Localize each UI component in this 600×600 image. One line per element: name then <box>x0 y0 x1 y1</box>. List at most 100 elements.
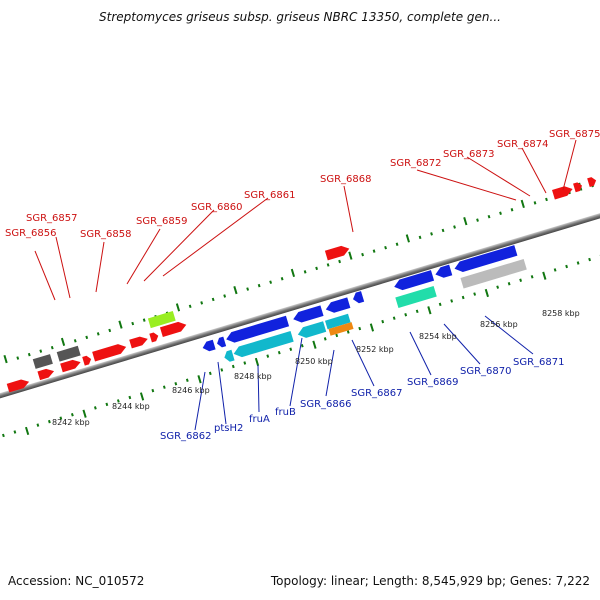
leader-line <box>409 331 432 376</box>
gene-arrow[interactable] <box>324 244 351 261</box>
minor-tick <box>73 339 77 343</box>
gene-label[interactable]: SGR_6869 <box>407 377 459 388</box>
minor-tick <box>533 201 537 205</box>
gene-label[interactable]: SGR_6867 <box>351 388 403 399</box>
lower-scale-ticks <box>2 254 600 438</box>
scale-labels: 8242 kbp 8244 kbp 8246 kbp 8248 kbp 8250… <box>52 309 580 427</box>
minor-tick <box>358 326 362 331</box>
gene-label[interactable]: SGR_6875 <box>549 129 600 140</box>
leader-line <box>466 156 531 197</box>
minor-tick <box>231 364 235 369</box>
accession-text: Accession: NC_010572 <box>8 574 145 588</box>
minor-tick <box>441 228 445 233</box>
minor-tick <box>266 354 270 358</box>
gene-arrow[interactable] <box>552 184 574 200</box>
gene-label[interactable]: SGR_6857 <box>26 213 78 224</box>
gene-arrow[interactable] <box>6 377 31 393</box>
gene-label[interactable]: fruB <box>275 407 296 418</box>
gene-arrow[interactable] <box>328 322 354 336</box>
gene-arrow[interactable] <box>453 245 518 274</box>
gene-arrow[interactable] <box>434 264 453 280</box>
gene-arrow[interactable] <box>292 305 324 324</box>
gene-arrow[interactable] <box>82 355 92 366</box>
gene-label[interactable]: SGR_6866 <box>300 399 352 410</box>
gene-label[interactable]: SGR_6858 <box>80 229 132 240</box>
gene-arrow[interactable] <box>351 291 365 304</box>
minor-tick <box>39 349 43 353</box>
gene-arrow[interactable] <box>216 336 227 349</box>
gene-arrow[interactable] <box>92 342 127 362</box>
gene-arrow[interactable] <box>232 331 294 359</box>
gene-label[interactable]: SGR_6874 <box>497 139 549 150</box>
minor-tick <box>47 419 51 424</box>
major-tick <box>25 426 30 436</box>
major-tick <box>82 409 87 418</box>
gene-arrow[interactable] <box>573 181 583 193</box>
gene-arrow[interactable] <box>324 313 351 330</box>
major-tick <box>254 357 260 367</box>
gene-arrow[interactable] <box>223 349 235 363</box>
minor-tick <box>415 309 419 314</box>
gene-arrow[interactable] <box>60 358 82 373</box>
minor-tick <box>93 406 97 410</box>
gene-arrow[interactable] <box>225 315 290 345</box>
minor-tick <box>473 292 477 296</box>
gene-arrow[interactable] <box>201 339 216 353</box>
gene-arrow[interactable] <box>37 367 55 381</box>
minor-tick <box>188 304 192 309</box>
top-leader-lines <box>34 139 577 301</box>
gene-arrow[interactable] <box>129 335 149 349</box>
forward-strand-genes <box>6 176 597 393</box>
gene-arrow[interactable] <box>587 176 597 187</box>
gene-label[interactable]: SGR_6856 <box>5 228 57 239</box>
gene-label[interactable]: SGR_6872 <box>390 158 442 169</box>
gene-label[interactable]: SGR_6870 <box>460 366 512 377</box>
minor-tick <box>315 266 319 271</box>
gene-label[interactable]: SGR_6860 <box>191 202 243 213</box>
leader-line <box>55 236 71 299</box>
gene-arrow[interactable] <box>56 345 81 362</box>
genome-backbone <box>0 159 600 452</box>
gene-arrow[interactable] <box>395 286 437 309</box>
leader-line <box>162 197 269 277</box>
major-tick <box>197 375 202 384</box>
minor-tick <box>530 275 534 279</box>
gene-label[interactable]: SGR_6861 <box>244 190 296 201</box>
gene-arrow[interactable] <box>296 321 327 340</box>
gene-arrow[interactable] <box>393 270 435 292</box>
minor-tick <box>303 270 307 274</box>
gene-arrow[interactable] <box>159 320 188 337</box>
minor-tick <box>496 285 500 289</box>
gene-label[interactable]: SGR_6871 <box>513 357 565 368</box>
gene-label[interactable]: SGR_6859 <box>136 216 188 227</box>
gene-arrow[interactable] <box>460 259 527 289</box>
minor-tick <box>280 277 284 281</box>
gene-label[interactable]: fruA <box>249 414 270 425</box>
leader-line <box>443 323 481 365</box>
minor-tick <box>487 214 491 219</box>
gene-label[interactable]: SGR_6873 <box>443 149 495 160</box>
minor-tick <box>246 287 250 291</box>
minor-tick <box>430 232 433 236</box>
gene-arrow[interactable] <box>149 331 159 343</box>
minor-tick <box>223 294 227 298</box>
gene-label[interactable]: SGR_6862 <box>160 431 212 442</box>
minor-tick <box>588 257 591 262</box>
minor-tick <box>243 361 247 365</box>
minor-tick <box>27 352 31 357</box>
gene-label[interactable]: ptsH2 <box>214 423 243 434</box>
minor-tick <box>453 225 456 229</box>
minor-tick <box>335 333 339 338</box>
minor-tick <box>200 301 204 305</box>
minor-tick <box>211 297 215 302</box>
major-tick <box>60 337 66 346</box>
gene-arrow[interactable] <box>32 354 53 369</box>
gene-arrow[interactable] <box>324 297 351 314</box>
minor-tick <box>418 235 422 240</box>
gene-label[interactable]: SGR_6868 <box>320 174 372 185</box>
leader-line <box>325 349 335 397</box>
leader-line <box>484 315 534 355</box>
gene-arrow[interactable] <box>147 311 176 329</box>
leader-line <box>343 185 354 233</box>
